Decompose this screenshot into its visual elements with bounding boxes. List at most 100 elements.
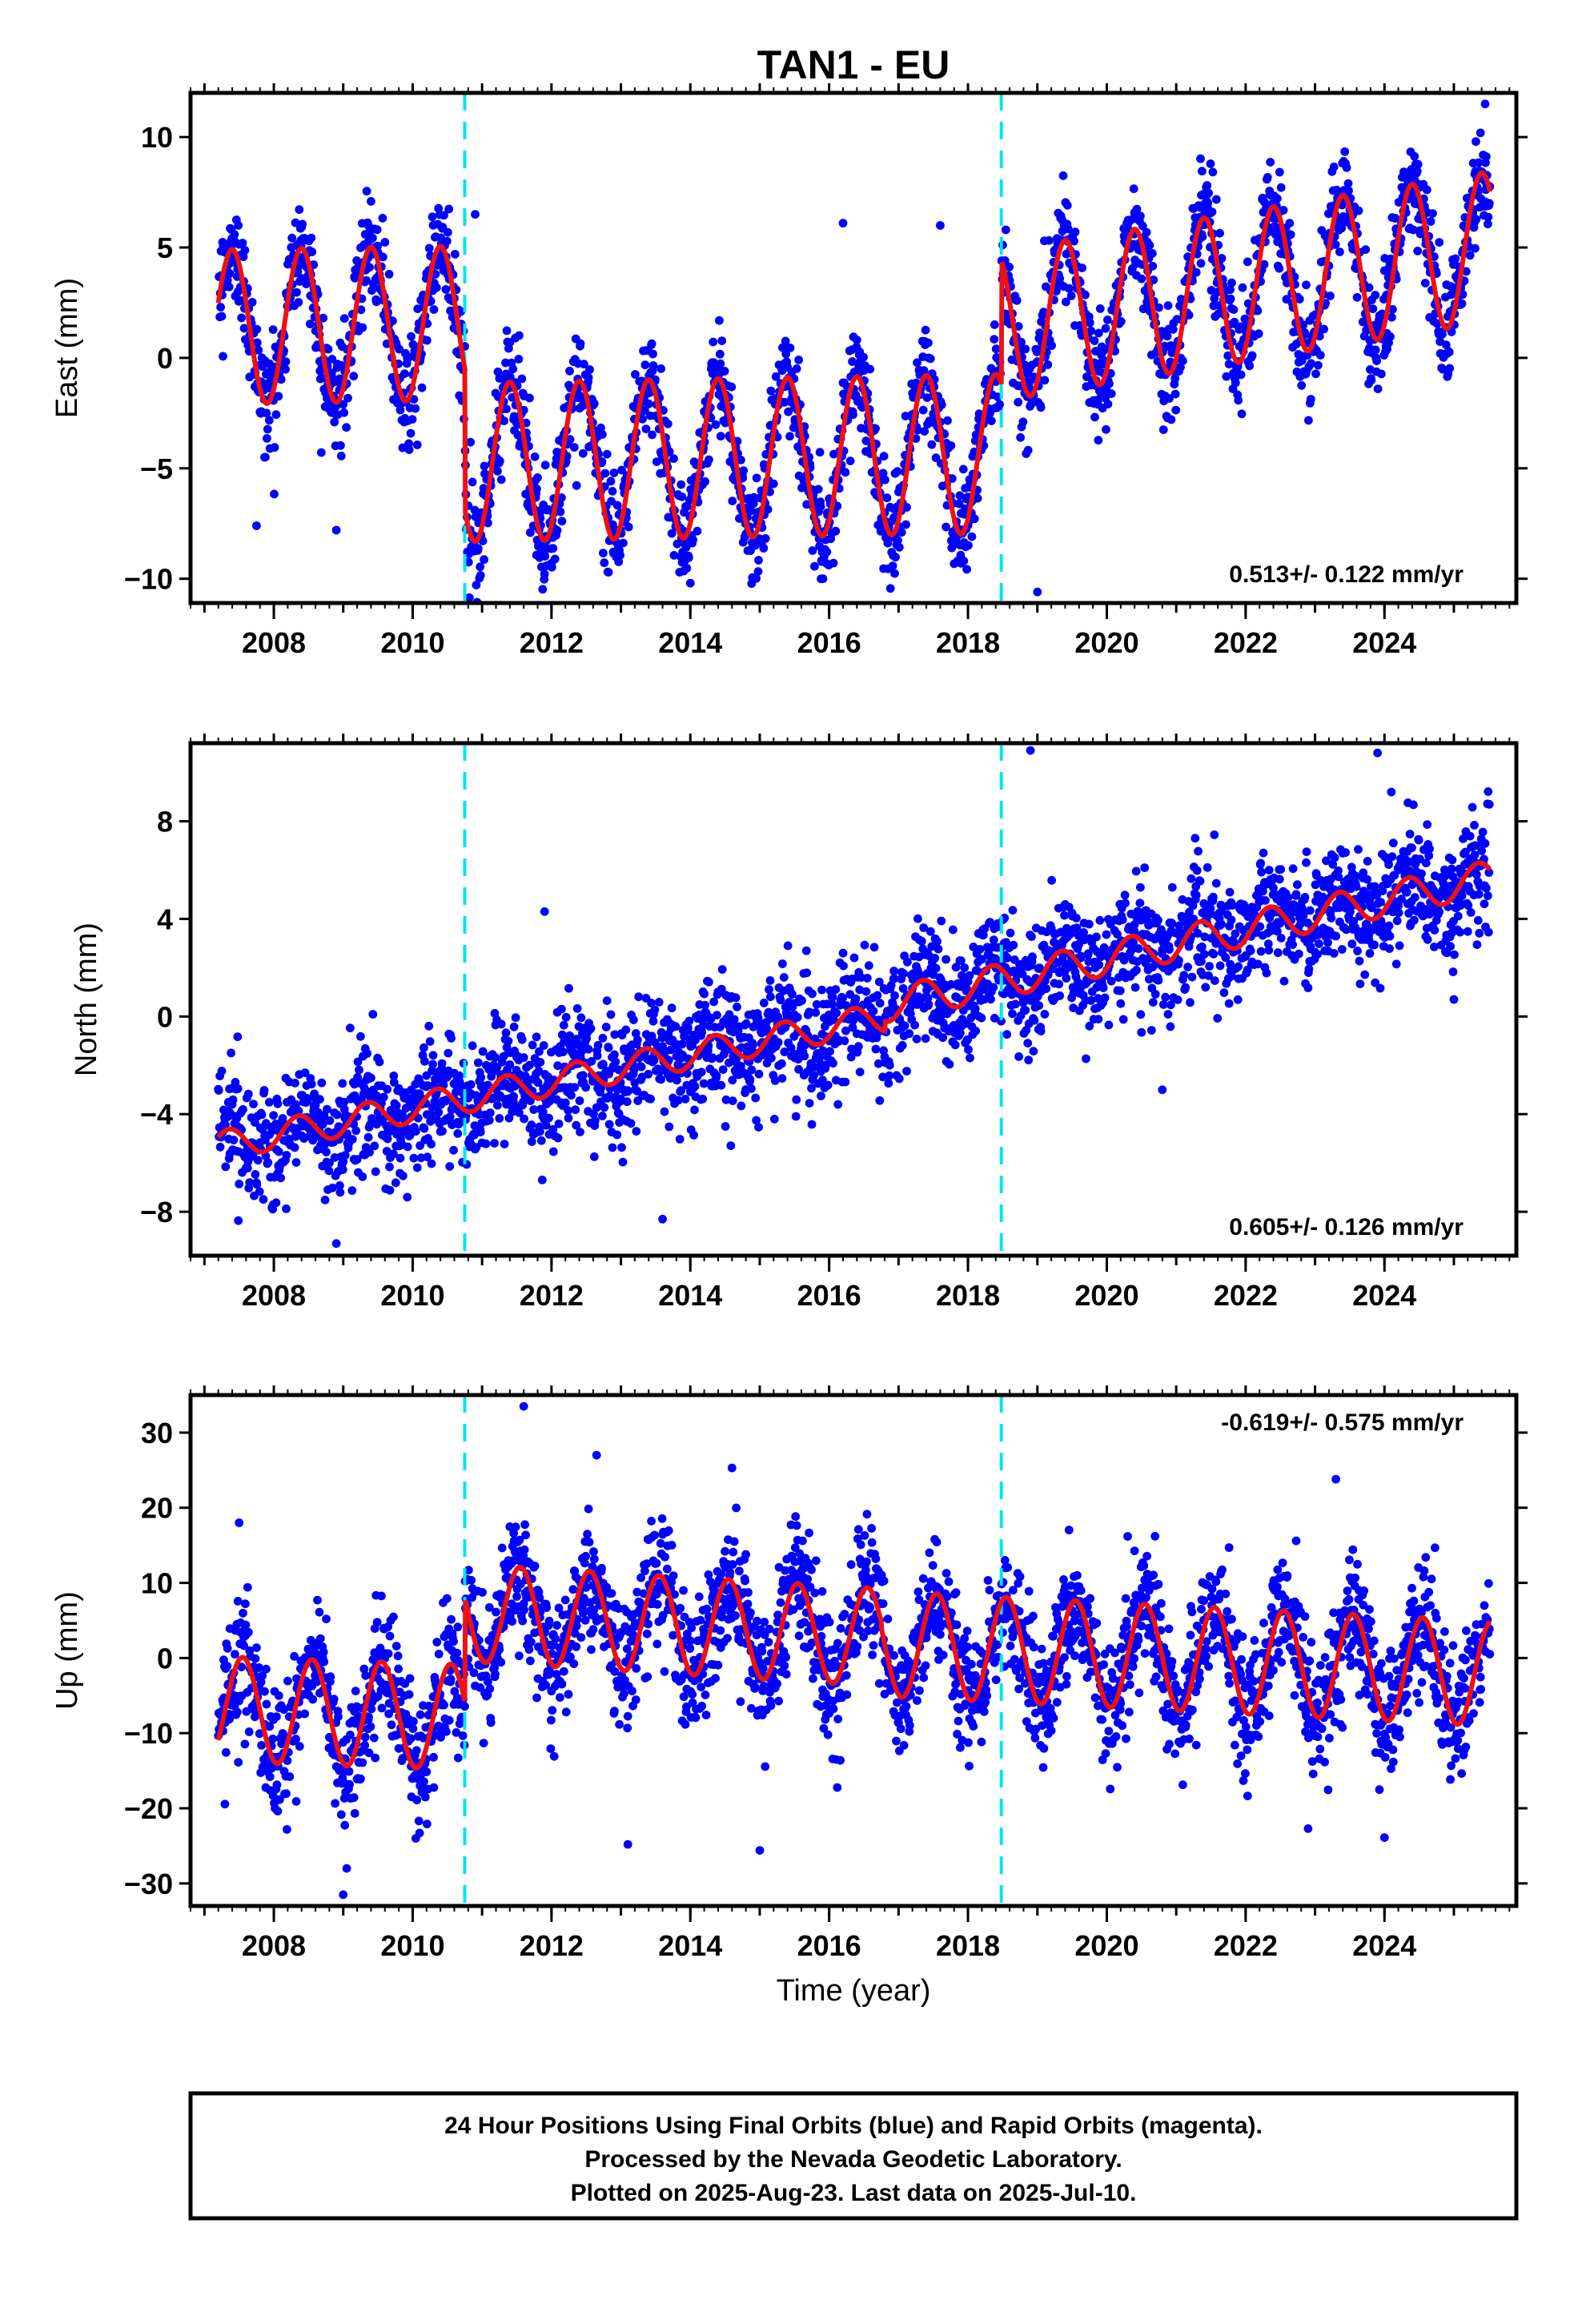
east-data-point bbox=[1409, 225, 1418, 235]
north-data-point bbox=[1106, 976, 1116, 986]
north-data-point bbox=[437, 1059, 447, 1068]
north-data-point bbox=[221, 1162, 231, 1172]
east-data-point bbox=[502, 326, 512, 336]
east-data-point bbox=[1168, 324, 1178, 334]
east-data-point bbox=[1226, 294, 1235, 304]
north-data-point bbox=[759, 999, 769, 1007]
east-data-point bbox=[252, 521, 261, 530]
east-data-point bbox=[946, 441, 956, 450]
east-data-point bbox=[761, 534, 770, 543]
north-data-point bbox=[572, 1003, 582, 1013]
east-data-point bbox=[683, 502, 692, 511]
east-data-point bbox=[1484, 212, 1493, 222]
east-data-point bbox=[1047, 341, 1056, 350]
north-data-point bbox=[290, 1143, 299, 1152]
north-data-point bbox=[942, 955, 950, 964]
north-data-point bbox=[347, 1135, 357, 1144]
north-data-point bbox=[235, 1180, 244, 1188]
east-x-tick-label: 2020 bbox=[1074, 626, 1138, 659]
east-data-point bbox=[1105, 379, 1114, 388]
east-data-point bbox=[769, 479, 778, 489]
east-data-point bbox=[1465, 251, 1475, 260]
north-data-point bbox=[1023, 1039, 1033, 1047]
east-data-point bbox=[849, 410, 857, 420]
east-data-point bbox=[496, 475, 506, 485]
east-data-point bbox=[913, 358, 921, 368]
east-data-point bbox=[1302, 280, 1311, 290]
north-data-point bbox=[367, 1073, 375, 1083]
east-data-point bbox=[893, 467, 902, 476]
north-data-point bbox=[416, 1141, 424, 1150]
north-data-point bbox=[539, 1041, 548, 1050]
north-data-point bbox=[791, 1112, 801, 1121]
north-data-point bbox=[1042, 984, 1051, 993]
north-data-point bbox=[358, 1172, 367, 1181]
east-data-point bbox=[1445, 364, 1455, 373]
east-data-point bbox=[1388, 304, 1397, 314]
east-data-point bbox=[517, 374, 527, 384]
east-data-point bbox=[1480, 99, 1490, 109]
north-data-point bbox=[986, 995, 995, 1004]
north-data-point bbox=[737, 1101, 746, 1111]
east-data-point bbox=[1207, 207, 1217, 216]
east-data-point bbox=[1426, 217, 1435, 226]
north-data-point bbox=[282, 1204, 291, 1213]
north-data-point bbox=[800, 1051, 809, 1061]
east-data-point bbox=[1451, 254, 1460, 263]
east-data-point bbox=[1306, 395, 1315, 404]
east-data-point bbox=[1364, 283, 1374, 292]
east-data-point bbox=[619, 538, 628, 548]
north-data-point bbox=[975, 945, 985, 954]
east-data-point bbox=[1276, 183, 1286, 192]
north-data-point bbox=[593, 1040, 603, 1050]
north-data-point bbox=[420, 1043, 428, 1052]
north-data-point bbox=[217, 1067, 227, 1076]
north-data-point bbox=[330, 1153, 339, 1162]
north-data-point bbox=[347, 1186, 357, 1196]
north-data-point bbox=[626, 1119, 636, 1128]
north-data-point bbox=[622, 1097, 632, 1107]
north-data-point bbox=[243, 1089, 253, 1099]
east-data-point bbox=[614, 557, 624, 566]
east-data-point bbox=[400, 369, 409, 378]
east-data-point bbox=[1116, 317, 1126, 326]
east-data-point bbox=[1474, 158, 1484, 167]
east-data-point bbox=[440, 211, 448, 220]
north-data-point bbox=[385, 1185, 395, 1195]
north-data-point bbox=[438, 1127, 447, 1136]
east-data-point bbox=[727, 382, 737, 392]
east-data-point bbox=[365, 263, 374, 272]
east-data-point bbox=[268, 325, 278, 334]
east-data-point bbox=[262, 408, 271, 418]
east-data-point bbox=[794, 356, 803, 364]
north-data-point bbox=[700, 989, 709, 999]
north-data-point bbox=[553, 1061, 562, 1071]
north-data-point bbox=[792, 1095, 801, 1104]
east-data-point bbox=[859, 352, 868, 362]
north-data-point bbox=[1084, 919, 1094, 929]
north-data-point bbox=[532, 1032, 541, 1042]
north-data-point bbox=[426, 1110, 436, 1120]
north-data-point bbox=[496, 1019, 506, 1029]
east-data-point bbox=[1368, 304, 1378, 313]
north-data-point bbox=[449, 1145, 458, 1155]
north-data-point bbox=[379, 1092, 388, 1102]
east-data-point bbox=[1167, 348, 1177, 357]
north-data-point bbox=[420, 1124, 429, 1133]
north-data-point bbox=[444, 1048, 453, 1058]
east-y-tick-label: 10 bbox=[141, 121, 173, 154]
north-data-point bbox=[604, 1043, 613, 1052]
north-data-point bbox=[466, 1080, 476, 1089]
east-data-point bbox=[841, 468, 850, 477]
east-data-point bbox=[986, 408, 994, 418]
east-data-point bbox=[1340, 147, 1350, 156]
east-data-point bbox=[749, 499, 758, 509]
north-data-point bbox=[578, 1071, 588, 1080]
north-data-point bbox=[536, 1058, 545, 1067]
north-data-point bbox=[869, 1007, 878, 1015]
north-data-point bbox=[592, 1051, 602, 1060]
east-data-point bbox=[508, 364, 518, 374]
north-data-point bbox=[1079, 928, 1088, 937]
north-data-point bbox=[375, 1057, 384, 1067]
north-data-point bbox=[442, 1096, 451, 1104]
